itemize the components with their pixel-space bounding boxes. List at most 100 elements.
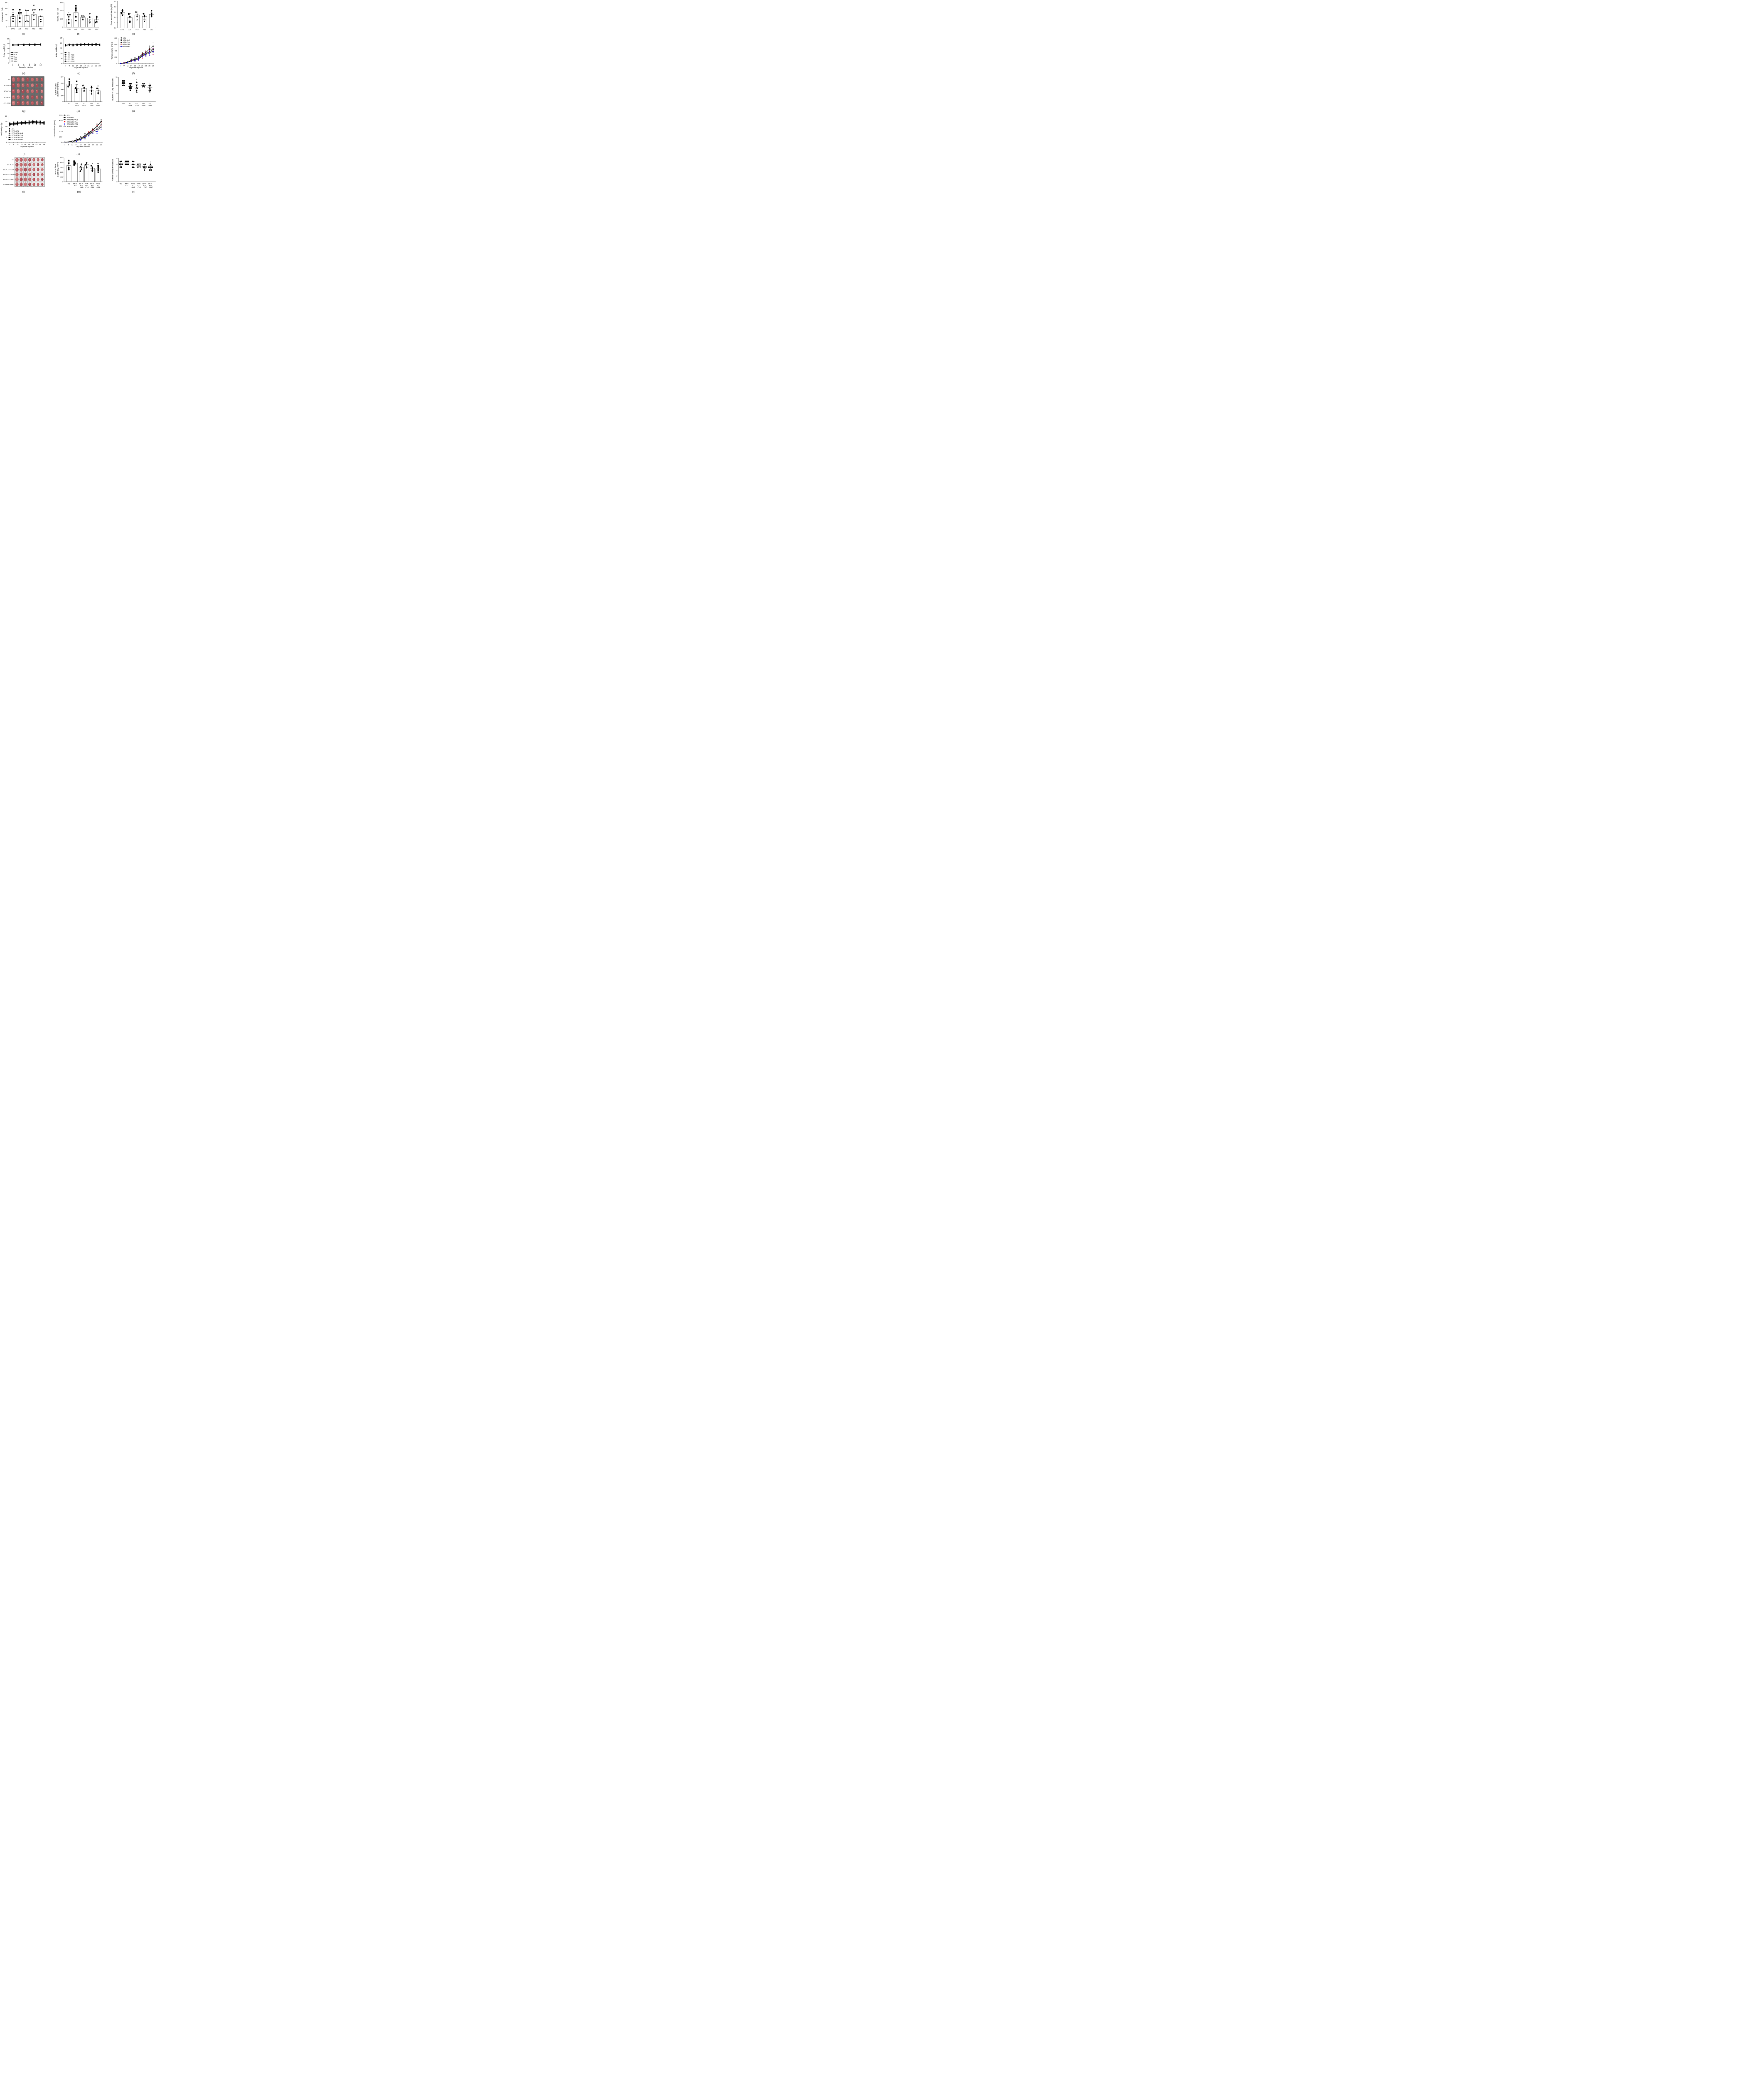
y-tick-label: 5 (8, 57, 9, 59)
x-tick-label: 12 (39, 64, 42, 66)
x-tick-label: 4T1 (120, 183, 122, 184)
x-tick-label: 4T1 (80, 185, 83, 187)
y-tick-label: 20 (5, 120, 7, 122)
data-point (76, 44, 78, 46)
data-point (73, 161, 75, 163)
y-tick-label: 8 (116, 157, 117, 160)
data-point (39, 9, 41, 11)
legend-marker (65, 56, 66, 58)
y-tick-label: 1.0 (114, 0, 116, 2)
data-point (120, 62, 122, 64)
data-point (97, 90, 99, 92)
x-tick-label: 4T1 (132, 185, 134, 187)
data-point (32, 120, 34, 122)
x-tick-label: 1 (12, 64, 14, 66)
row-label: RT-R-4T1+MBZ (3, 183, 15, 185)
tumor-specimen (20, 172, 23, 177)
data-point (86, 162, 88, 164)
tumor-specimen (24, 158, 27, 162)
tumor-specimen (35, 83, 39, 87)
tumor-highlight (12, 84, 14, 86)
data-point (75, 7, 77, 9)
data-point (119, 160, 121, 162)
y-tick-label: 500 (60, 157, 63, 159)
chart-b: 0 200 400 600 * CTRL ALB FLU FBZ MBZ Plasma AST (U… (57, 1, 99, 30)
tumor-specimen (41, 163, 44, 167)
panel-label-d: (d) (22, 72, 25, 75)
data-point (120, 166, 123, 168)
y-tick-label: 400 (60, 10, 63, 12)
data-point (28, 122, 30, 124)
legend-entry: 4T1+MBZ (123, 45, 131, 47)
x-tick-label: 23 (35, 143, 37, 145)
data-point (27, 9, 29, 11)
x-tick-label: 10 (34, 64, 36, 66)
x-tick-label: 11 (17, 143, 19, 145)
data-point (152, 166, 153, 168)
tumor-specimen (12, 83, 15, 88)
data-point (128, 160, 129, 162)
y-tick-label: 400 (61, 88, 63, 90)
data-point (9, 124, 11, 126)
x-tick-label: 28 (98, 64, 101, 66)
y-tick-label: 0 (62, 181, 63, 183)
x-tick-label: 21 (32, 143, 34, 145)
tumor-specimen (35, 77, 39, 82)
x-tick-label: RT-R- (131, 183, 136, 184)
data-point (68, 19, 70, 21)
data-point (150, 169, 152, 171)
data-point (147, 166, 149, 168)
data-point (150, 163, 151, 165)
tumor-specimen (32, 182, 35, 186)
data-point (152, 45, 154, 47)
tumor-specimen (41, 173, 44, 176)
data-point (21, 123, 22, 125)
row-label: RT-R-4T1+ALB (3, 169, 15, 171)
y-tick-label: 15 (60, 47, 62, 49)
data-point (68, 141, 69, 143)
x-tick-label: ALB (18, 28, 22, 29)
y-tick-label: 0 (116, 62, 117, 64)
tumor-highlight (41, 84, 42, 86)
tumor-specimen (41, 158, 44, 162)
y-tick-label: 0.6 (114, 11, 116, 13)
x-tick-label: 18 (84, 64, 86, 66)
data-point (67, 86, 69, 88)
x-tick-label: CTRL (120, 29, 125, 31)
tumor-highlight (12, 78, 14, 80)
x-axis-title: Days after injection (74, 66, 88, 69)
x-tick-label: MBZ (39, 28, 43, 29)
data-point (130, 86, 132, 88)
data-point (19, 21, 21, 22)
data-point (68, 169, 70, 171)
tumor-highlight (12, 102, 14, 103)
tumor-specimen (40, 89, 43, 93)
x-tick-label: CTRL (11, 28, 15, 29)
y-axis-title-line2: at 28th day (mm³) (57, 82, 59, 97)
x-tick-label: 9 (68, 143, 69, 145)
tumor-specimen (24, 182, 27, 187)
x-tick-label: 4T1 (129, 103, 131, 105)
legend-entry: RT-R-4T1+MBZ (12, 138, 24, 140)
legend-entry: RT-R-4T1+FBZ (12, 136, 23, 138)
y-tick-label: 10 (60, 52, 62, 54)
tumor-highlight (27, 96, 28, 97)
data-point (32, 9, 34, 11)
x-tick-label: 14 (20, 143, 22, 145)
bar (73, 163, 78, 182)
x-tick-label: 4T1 (149, 103, 151, 105)
x-tick-label: 11 (127, 64, 129, 66)
x-tick-label: 14 (76, 64, 78, 66)
y-tick-label: 0 (116, 101, 117, 103)
data-point (92, 131, 94, 133)
legend-marker (65, 58, 66, 60)
chart-f: 0 200 400 600 800 7 9 11 14 16 18 21 23 25 28 Days afte… (111, 37, 154, 69)
legend-marker (9, 130, 10, 132)
data-point (84, 137, 86, 138)
data-point (40, 44, 42, 45)
data-point (33, 5, 35, 7)
legend-entry: 4T1+FBZ (123, 43, 130, 45)
data-point (20, 12, 22, 14)
series-line (10, 123, 44, 125)
data-point (128, 13, 130, 15)
